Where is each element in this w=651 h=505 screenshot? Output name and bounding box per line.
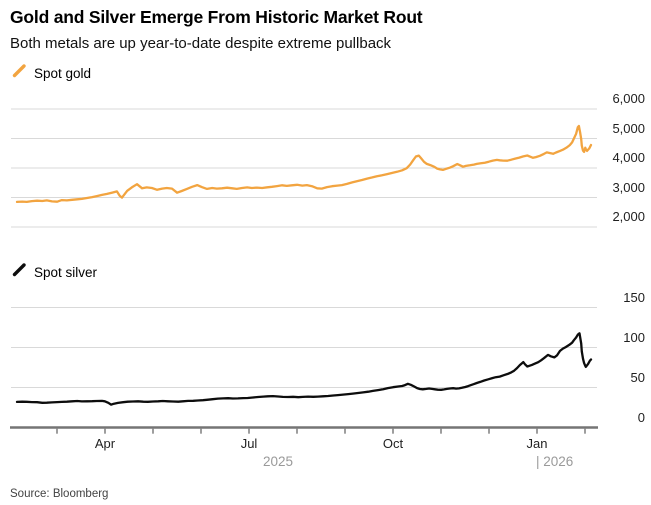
series-line-spot-gold bbox=[15, 124, 593, 204]
x-axis-month-label-jul: Jul bbox=[240, 436, 258, 451]
y-axis-tick-label: 150 bbox=[623, 289, 645, 305]
y-axis-tick-label: 4,000 bbox=[612, 150, 645, 165]
legend-spot-silver: Spot silver bbox=[12, 262, 97, 282]
x-axis-month-label-jan: Jan bbox=[526, 436, 548, 451]
silver-line-swatch-icon bbox=[12, 262, 27, 282]
page-subtitle: Both metals are up year-to-date despite … bbox=[10, 35, 392, 52]
x-axis-month-label-apr: Apr bbox=[94, 436, 116, 451]
gold-line-swatch-icon bbox=[12, 63, 27, 83]
x-axis-year-2026-label: | 2026 bbox=[536, 454, 574, 469]
y-axis-tick-label: 2,000 bbox=[612, 209, 645, 224]
x-axis-year-2025-label: 2025 bbox=[262, 454, 294, 469]
page-title: Gold and Silver Emerge From Historic Mar… bbox=[10, 7, 423, 27]
legend-label-spot-gold: Spot gold bbox=[34, 65, 92, 81]
series-line-spot-silver bbox=[15, 332, 593, 406]
y-axis-tick-label: 5,000 bbox=[612, 120, 645, 136]
legend-label-spot-silver: Spot silver bbox=[34, 264, 98, 280]
y-axis-tick-label: 3,000 bbox=[612, 179, 645, 195]
x-axis-month-label-oct: Oct bbox=[382, 436, 404, 451]
legend-spot-gold: Spot gold bbox=[12, 63, 91, 83]
y-axis-tick-label: 0 bbox=[637, 409, 645, 425]
y-axis-tick-label: 100 bbox=[623, 329, 645, 345]
y-axis-tick-label: 50 bbox=[630, 369, 645, 385]
y-axis-tick-label: 6,000 bbox=[612, 91, 645, 106]
source-attribution: Source: Bloomberg bbox=[10, 488, 109, 500]
